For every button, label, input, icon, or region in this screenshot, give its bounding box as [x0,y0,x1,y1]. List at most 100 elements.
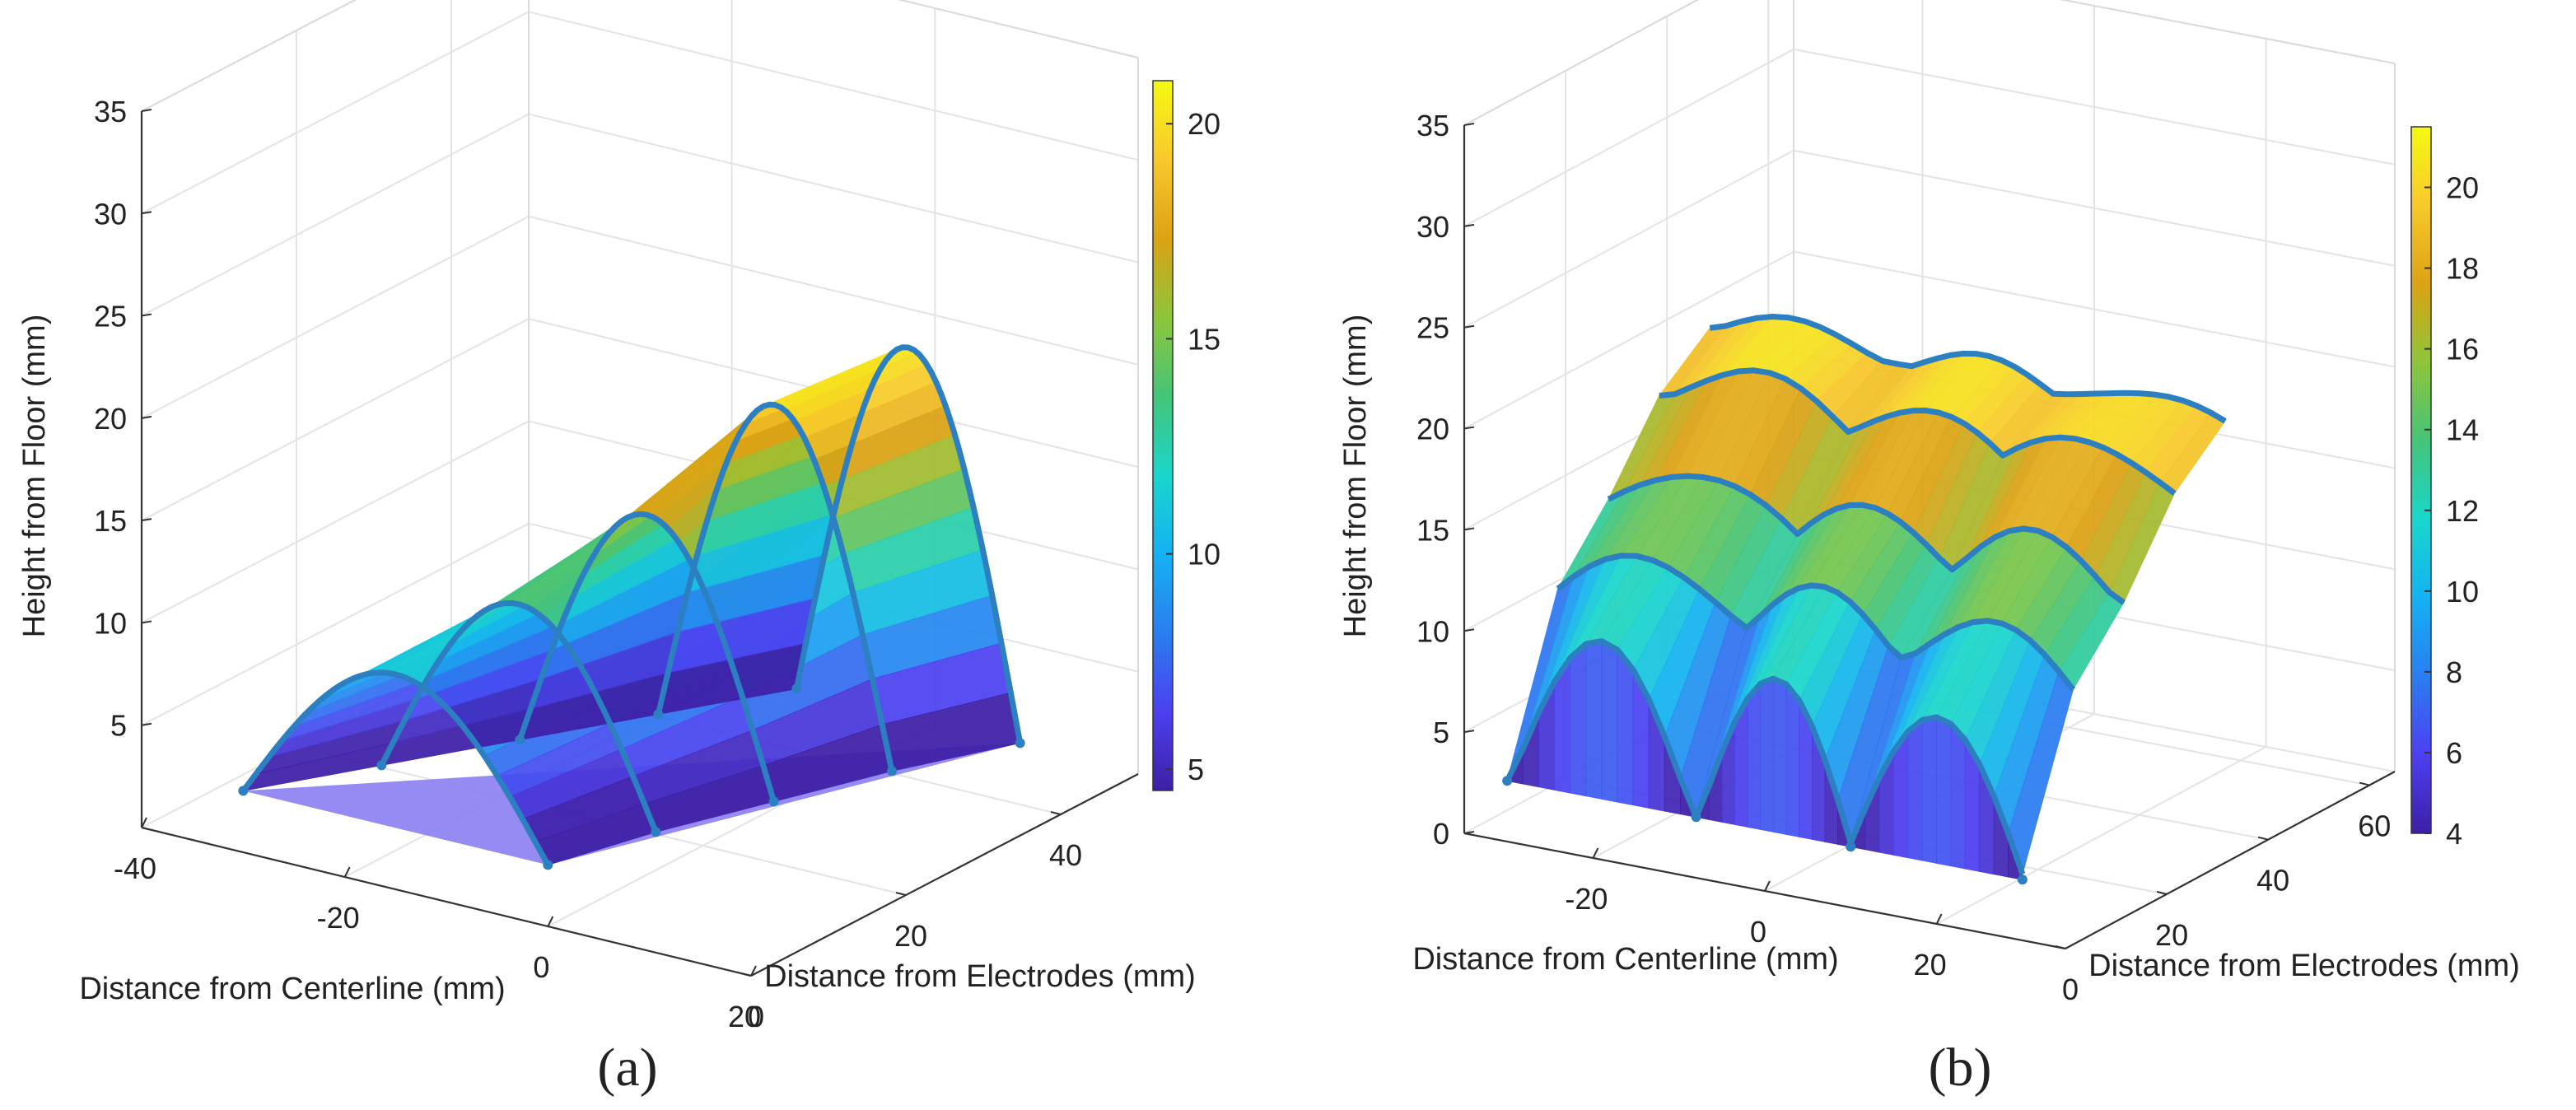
panel-a-x-tick-label: -20 [317,901,360,935]
panel-b-front-patch [1950,722,1966,870]
panel-b: 0 5 10 15 20 25 30 35 -20 0 20 0 20 40 60 Distance fro… [1338,0,2520,1098]
panel-b-colorbar-tick-label: 10 [2446,575,2479,609]
panel-b-row-line [1607,473,2126,605]
panel-a-grid-line [528,11,1139,161]
panel-b-y-tick-label: 20 [2155,918,2188,952]
panel-b-front-patch [1617,648,1634,806]
panel-a-arch-point [791,683,802,694]
panel-b-z-tick [1463,426,1475,430]
panel-b-grid-line [1463,48,1794,227]
panel-a-z-tick [141,313,152,317]
panel-b-label: (b) [1929,1038,1992,1098]
panel-b-z-axis-label: Height from Floor (mm) [1338,315,1373,638]
panel-b-colorbar [2410,126,2432,834]
panel-b-x-tick-label: 0 [1750,915,1766,949]
panel-b-z-tick-label: 15 [1416,513,1449,547]
panel-a-arch-point [543,860,553,870]
panel-b-front-patch [1907,719,1923,861]
panel-b-y-tick-label: 0 [2062,972,2079,1006]
panel-a-z-tick-label: 5 [110,709,127,743]
panel-b-floor-point [1502,776,1513,786]
panel-b-z-tick-label: 25 [1416,311,1449,345]
panel-b-grid-line [1463,0,1699,126]
panel-b-row-line [1659,367,2177,496]
panel-b-colorbar-tick-label: 20 [2446,171,2479,205]
panel-a-y-tick-label: 0 [748,1000,764,1033]
panel-b-z-tick-label: 35 [1416,109,1449,142]
panel-b-colorbar-tick-label: 4 [2446,817,2462,851]
panel-a-arch-line [793,344,1024,744]
panel-b-z-tick-label: 5 [1433,716,1449,749]
panel-a-x-tick-label: 20 [728,1000,761,1033]
panel-b-z-tick [1463,123,1475,126]
panel-a-arch-point [653,709,664,720]
panel-b-y-tick [2055,945,2066,949]
panel-a-arch-point [1015,738,1025,749]
panel-b-colorbar-tick-label: 14 [2446,413,2479,447]
panel-b-colorbar-tick-label: 16 [2446,333,2479,366]
panel-a-arch-point [238,786,249,796]
panel-b-y-tick [2359,781,2370,786]
panel-b-x-tick [1764,880,1771,892]
panel-b-front-patch [1760,678,1774,832]
panel-a-z-tick-label: 30 [94,197,127,231]
panel-b-front-patch [1785,683,1800,837]
panel-b-z-tick-label: 0 [1433,817,1449,851]
panel-a-x-tick-label: 0 [533,950,549,984]
panel-a-y-axis-line [750,773,1139,977]
panel-a-z-tick [141,722,152,726]
panel-a-z-tick [141,415,152,419]
panel-b-box-edge [1463,0,1699,126]
panel-a-y-tick [740,972,752,977]
panel-b-floor-point [1691,812,1701,823]
panel-a-y-axis-label: Distance from Electrodes (mm) [764,959,1196,994]
panel-a-z-tick [141,211,152,215]
panel-b-x-tick [1592,847,1599,859]
panel-b-x-axis-label: Distance from Centerline (mm) [1412,942,1838,977]
panel-a-grid-line [141,420,530,624]
panel-a-arch-point [515,735,525,745]
panel-a-colorbar-tick-label: 20 [1188,107,1220,141]
panel-a-grid-line [141,0,357,112]
panel-b-front-patch [1772,678,1787,835]
panel-a-arch-point [376,760,387,771]
panel-a-x-tick [141,817,147,828]
panel-b-colorbar-tick-label: 12 [2446,494,2479,528]
panel-a-x-tick [343,866,351,878]
panel-b-y-tick-label: 40 [2256,864,2289,898]
panel-a-x-tick-label: -40 [114,851,156,885]
panel-a-box-edge [897,0,1139,58]
panel-a-x-axis-label: Distance from Centerline (mm) [79,972,505,1006]
panel-b-box-edge [2060,0,2396,64]
panel-b-front-patch [1585,641,1603,800]
panel-a-arch-line [655,401,895,772]
panel-a-colorbar-tick-label: 15 [1188,322,1220,356]
panel-a-x-tick [547,916,554,927]
panel-b-floor-point [1846,842,1856,852]
panel-a-z-tick [141,518,152,522]
panel-b-ticks: 0 5 10 15 20 25 30 35 -20 0 20 0 20 40 60 [1416,109,2391,1006]
panel-a-x-axis-line [141,826,752,977]
panel-b-x-tick [1935,913,1943,925]
panel-a-grid-line [141,215,530,419]
panel-a-z-tick-label: 25 [94,300,127,333]
panel-b-surface [1502,314,2227,885]
panel-a-arch-point [768,796,779,807]
panel-a-grid-line [528,215,1139,366]
panel-a-grid-line [141,522,530,726]
panel-a-y-tick-label: 40 [1049,838,1082,872]
panel-a-box-edge [141,0,357,112]
panel-b-grid-line [1463,149,1794,329]
panel-b-grid-line [1463,250,1794,430]
panel-b-front-patch [1570,642,1587,797]
panel-b-row-line [1556,553,2076,692]
panel-a-surface [238,344,1025,870]
panel-a-y-tick [895,892,907,896]
panel-b-z-tick-label: 30 [1416,210,1449,244]
panel-b-x-tick-label: -20 [1565,882,1608,916]
panel-b-front-patch [1747,682,1762,830]
panel-b-x-tick-label: 20 [1914,948,1947,982]
panel-b-z-tick-label: 10 [1416,614,1449,648]
